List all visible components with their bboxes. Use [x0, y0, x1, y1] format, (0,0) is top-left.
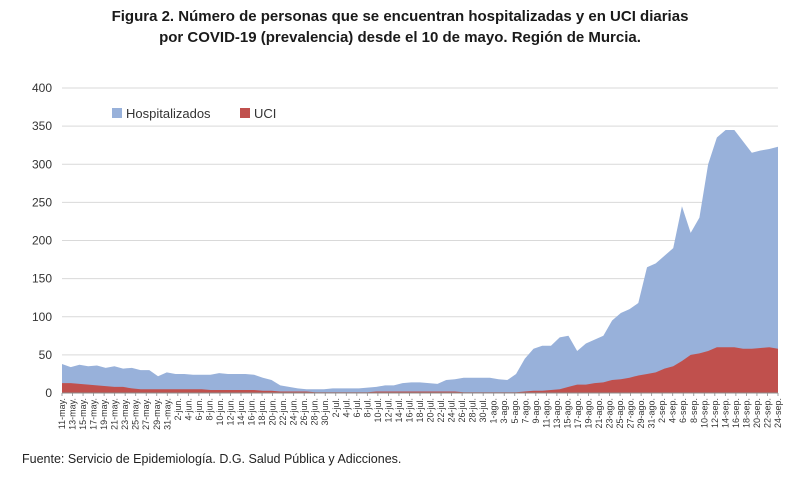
- x-tick-label: 28-jun.: [310, 398, 320, 426]
- gridlines: [62, 87, 778, 356]
- x-tick-label: 25-ago.: [615, 398, 625, 429]
- x-tick-label: 9-ago.: [531, 398, 541, 424]
- x-tick-label: 8-jun.: [204, 398, 214, 421]
- x-tick-label: 3-ago.: [499, 398, 509, 424]
- x-tick-label: 20-jun.: [268, 398, 278, 426]
- x-tick-label: 10-sep.: [699, 398, 709, 428]
- x-tick-label: 8-jul.: [362, 398, 372, 418]
- x-tick-label: 30-jun.: [320, 398, 330, 426]
- source-note: Fuente: Servicio de Epidemiología. D.G. …: [22, 452, 402, 466]
- x-tick-label: 22-jul.: [436, 398, 446, 423]
- x-tick-label: 14-jun.: [236, 398, 246, 426]
- x-tick-label: 12-sep.: [710, 398, 720, 428]
- x-tick-label: 23-ago.: [605, 398, 615, 429]
- x-tick-label: 29-may.: [152, 398, 162, 430]
- x-tick-label: 31-may.: [162, 398, 172, 430]
- x-tick-label: 12-jul.: [383, 398, 393, 423]
- x-tick-label: 5-ago.: [510, 398, 520, 424]
- x-tick-label: 25-may.: [131, 398, 141, 430]
- chart-title: Figura 2. Número de personas que se encu…: [0, 6, 800, 48]
- x-tick-label: 4-sep.: [668, 398, 678, 423]
- x-tick-label: 16-jul.: [404, 398, 414, 423]
- uci-area: [62, 347, 778, 393]
- x-tick-label: 29-ago.: [636, 398, 646, 429]
- chart-title-line-1: Figura 2. Número de personas que se encu…: [111, 8, 689, 25]
- x-tick-label: 18-jul.: [415, 398, 425, 423]
- x-tick-label: 6-sep.: [678, 398, 688, 423]
- x-tick-label: 10-jul.: [373, 398, 383, 423]
- y-tick-label: 0: [45, 386, 52, 400]
- x-tick-label: 26-jun.: [299, 398, 309, 426]
- x-tick-label: 14-sep.: [720, 398, 730, 428]
- legend-swatch-hospitalizados: [112, 108, 122, 118]
- x-tick-label: 24-sep.: [773, 398, 783, 428]
- x-tick-label: 6-jul.: [352, 398, 362, 418]
- x-tick-label: 13-ago.: [552, 398, 562, 429]
- x-tick-label: 17-may.: [89, 398, 99, 430]
- x-tick-label: 27-ago.: [626, 398, 636, 429]
- legend: Hospitalizados UCI: [112, 106, 276, 121]
- legend-swatch-uci: [240, 108, 250, 118]
- x-tick-label: 20-sep.: [752, 398, 762, 428]
- x-tick-label: 13-may.: [68, 398, 78, 430]
- x-tick-label: 8-sep.: [689, 398, 699, 423]
- x-tick-label: 18-sep.: [741, 398, 751, 428]
- chart-title-line-2: por COVID-19 (prevalencia) desde el 10 d…: [159, 29, 641, 46]
- x-tick-label: 22-jun.: [278, 398, 288, 426]
- x-tick-label: 24-jun.: [289, 398, 299, 426]
- y-tick-label: 50: [39, 348, 53, 362]
- x-tick-label: 26-jul.: [457, 398, 467, 423]
- x-tick-label: 21-ago.: [594, 398, 604, 429]
- x-tick-label: 12-jun.: [225, 398, 235, 426]
- x-tick-label: 4-jun.: [183, 398, 193, 421]
- y-axis: 0 50 100 150 200 250 300 350 400: [32, 81, 52, 400]
- x-tick-label: 14-jul.: [394, 398, 404, 423]
- x-tick-label: 22-sep.: [762, 398, 772, 428]
- x-tick-label: 17-ago.: [573, 398, 583, 429]
- x-tick-label: 28-jul.: [468, 398, 478, 423]
- y-tick-label: 300: [32, 157, 52, 171]
- y-tick-label: 350: [32, 119, 52, 133]
- x-tick-label: 16-sep.: [731, 398, 741, 428]
- x-tick-label: 11-ago.: [541, 398, 551, 428]
- x-tick-label: 30-jul.: [478, 398, 488, 423]
- hospitalizados-area: [62, 129, 778, 393]
- x-tick-label: 21-may.: [110, 398, 120, 430]
- y-tick-label: 150: [32, 272, 52, 286]
- x-tick-label: 24-jul.: [447, 398, 457, 423]
- x-tick-label: 19-may.: [99, 398, 109, 430]
- legend-label-uci: UCI: [254, 106, 276, 121]
- x-tick-label: 2-sep.: [657, 398, 667, 423]
- x-tick-label: 6-jun.: [194, 398, 204, 421]
- x-tick-label: 2-jun.: [173, 398, 183, 421]
- x-tick-label: 31-ago.: [647, 398, 657, 429]
- y-tick-label: 200: [32, 234, 52, 248]
- x-tick-label: 15-may.: [78, 398, 88, 430]
- x-tick-label: 10-jun.: [215, 398, 225, 426]
- x-tick-label: 23-may.: [120, 398, 130, 430]
- x-tick-label: 18-jun.: [257, 398, 267, 426]
- legend-label-hospitalizados: Hospitalizados: [126, 106, 211, 121]
- x-tick-label: 1-ago.: [489, 398, 499, 424]
- x-tick-label: 7-ago.: [520, 398, 530, 424]
- x-tick-label: 19-ago.: [583, 398, 593, 429]
- x-tick-label: 20-jul.: [426, 398, 436, 423]
- y-tick-label: 400: [32, 81, 52, 95]
- x-tick-label: 16-jun.: [247, 398, 257, 426]
- x-tick-label: 2-jul.: [331, 398, 341, 418]
- y-tick-label: 250: [32, 195, 52, 209]
- x-tick-label: 11-may.: [57, 398, 67, 429]
- x-axis: 11-may. 13-may. 15-may. 17-may. 19-may. 21-ma…: [57, 393, 783, 430]
- x-tick-label: 4-jul.: [341, 398, 351, 418]
- x-tick-label: 27-may.: [141, 398, 151, 430]
- y-tick-label: 100: [32, 310, 52, 324]
- x-tick-label: 15-ago.: [562, 398, 572, 429]
